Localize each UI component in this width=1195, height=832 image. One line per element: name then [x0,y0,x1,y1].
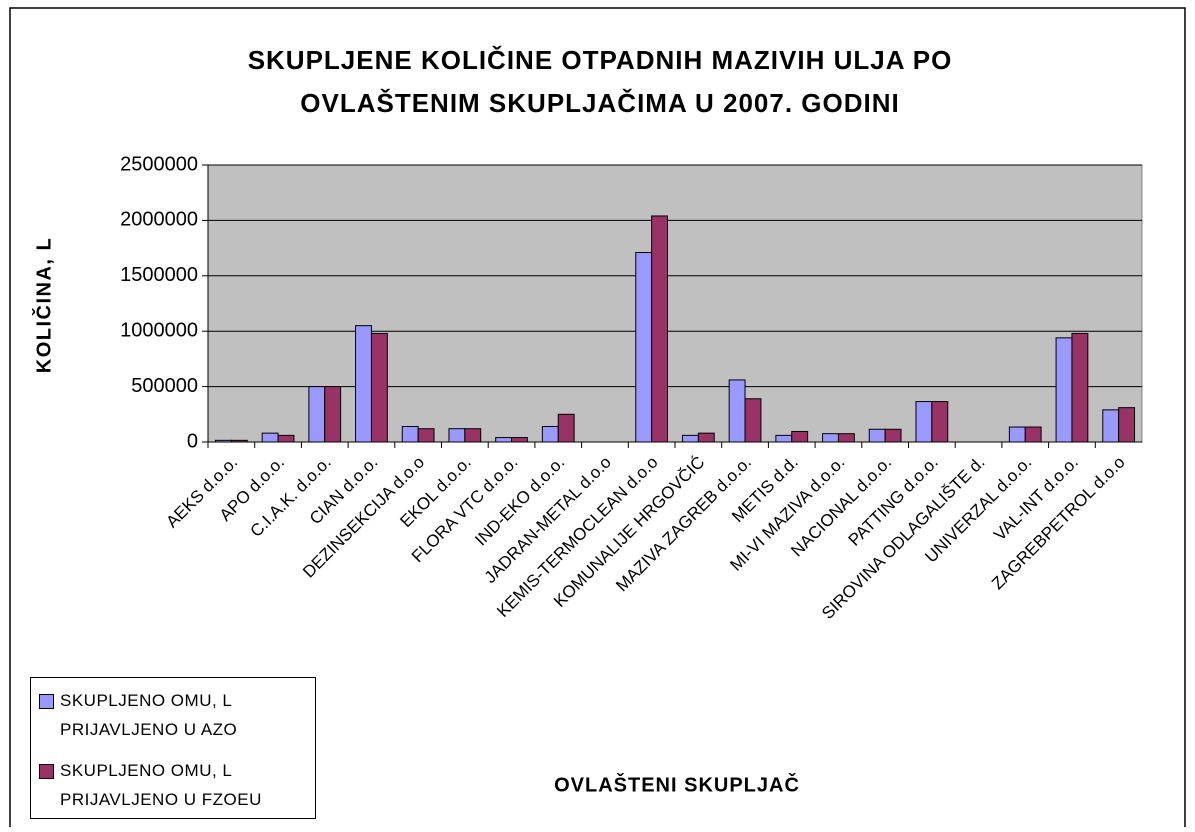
plot-area [207,164,1143,443]
bar [277,434,295,443]
bar [728,379,746,443]
chart-title: SKUPLJENE KOLIČINE OTPADNIH MAZIVIH ULJA… [248,45,953,118]
bar [681,434,699,443]
bar [464,428,482,443]
bar [931,401,949,443]
bar [1102,409,1120,443]
title-line: SKUPLJENE KOLIČINE OTPADNIH MAZIVIH ULJA… [248,45,953,75]
legend-item: SKUPLJENO OMU, L PRIJAVLJENO U FZOEU [39,756,309,814]
bar [495,437,513,443]
bar [541,425,559,443]
bar [1118,407,1136,443]
bar [308,386,326,443]
bar [230,439,248,443]
bar [915,401,933,443]
title-line: OVLAŠTENIM SKUPLJAČIMA U 2007. GODINI [300,88,899,118]
bar [324,386,342,443]
bar [822,433,839,443]
bar [355,325,372,443]
y-tick-label: 2500000 [120,153,198,175]
bar [1008,426,1026,443]
bar [448,428,466,443]
y-tick-label: 2000000 [120,209,198,231]
bar [261,432,279,443]
bar [511,437,528,443]
bar [370,332,388,443]
bar [775,434,793,443]
bar [417,428,435,443]
bar [1024,426,1042,443]
y-tick-label: 0 [187,430,198,452]
bar [868,428,886,443]
bar [791,430,809,443]
bar [884,428,902,443]
y-tick-label: 1500000 [120,264,198,286]
bar [401,425,419,443]
y-tick-label: 1000000 [120,319,198,341]
bar [557,413,575,443]
legend: SKUPLJENO OMU, L PRIJAVLJENO U AZO SKUPLJ… [30,677,316,819]
legend-item: SKUPLJENO OMU, L PRIJAVLJENO U AZO [39,686,309,744]
bar [837,433,855,443]
bar [744,398,762,443]
bar [1055,337,1073,443]
bar [651,215,669,443]
legend-swatch [39,694,54,709]
bar [214,439,232,443]
y-tick-label: 500000 [131,375,198,397]
legend-swatch [39,764,54,779]
bar [1071,332,1089,443]
bar [697,432,715,443]
legend-label: SKUPLJENO OMU, L PRIJAVLJENO U AZO [60,691,238,739]
bar [635,252,653,443]
x-axis-title: OVLAŠTENI SKUPLJAČ [554,772,800,796]
legend-label: SKUPLJENO OMU, L PRIJAVLJENO U FZOEU [60,761,262,809]
y-axis-title: KOLIČINA, L [31,237,55,374]
